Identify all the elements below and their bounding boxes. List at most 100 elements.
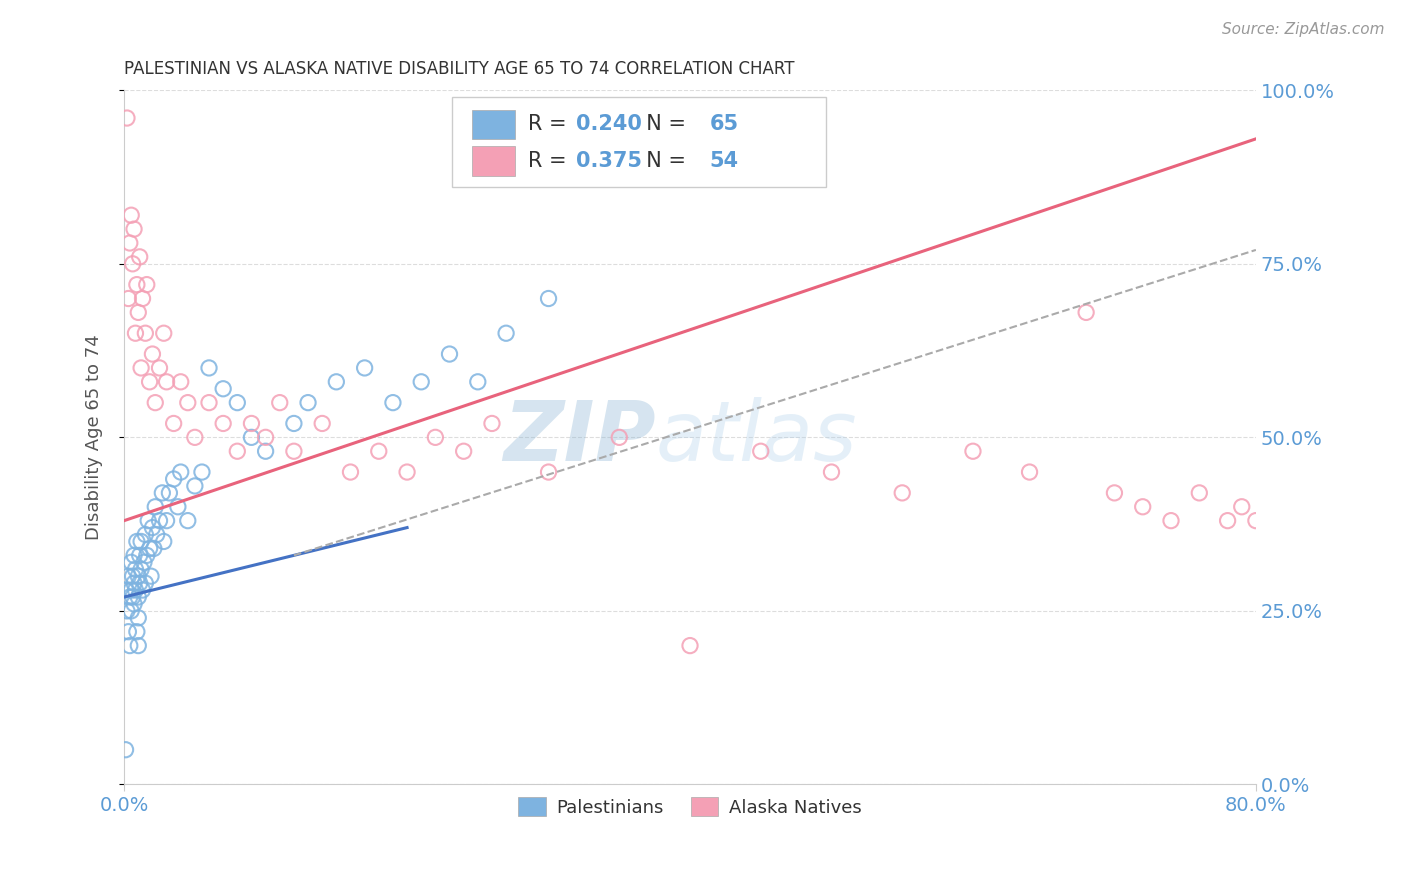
Point [115, 111, 138, 125]
Point [125, 624, 148, 639]
Point [155, 375, 177, 389]
Point [1244, 514, 1267, 528]
Point [122, 549, 145, 563]
Point [481, 417, 503, 431]
Point [254, 430, 277, 444]
Point [1132, 500, 1154, 514]
Point [128, 576, 150, 591]
Text: N =: N = [634, 151, 693, 171]
Point [127, 611, 149, 625]
Point [120, 555, 142, 569]
Point [152, 326, 174, 341]
Point [891, 486, 914, 500]
Point [141, 520, 163, 534]
Point [129, 562, 152, 576]
Point [269, 395, 291, 409]
Point [117, 569, 139, 583]
Point [122, 576, 145, 591]
Point [170, 375, 193, 389]
Point [122, 597, 145, 611]
Point [148, 514, 170, 528]
Point [139, 569, 162, 583]
Point [607, 430, 630, 444]
Point [453, 444, 475, 458]
Point [132, 555, 155, 569]
Point [962, 444, 984, 458]
Point [155, 514, 177, 528]
Point [240, 417, 263, 431]
Point [1230, 500, 1253, 514]
Point [118, 235, 141, 250]
Point [311, 417, 333, 431]
Point [120, 583, 142, 598]
Point [439, 347, 461, 361]
Point [145, 527, 167, 541]
Point [120, 208, 142, 222]
Point [121, 569, 143, 583]
Point [1104, 486, 1126, 500]
Point [115, 604, 138, 618]
Point [114, 583, 136, 598]
Point [117, 624, 139, 639]
Point [127, 590, 149, 604]
Text: 0.375: 0.375 [575, 151, 641, 171]
Point [198, 360, 221, 375]
Point [129, 534, 152, 549]
Legend: Palestinians, Alaska Natives: Palestinians, Alaska Natives [512, 790, 869, 824]
Point [170, 465, 193, 479]
Point [353, 360, 375, 375]
Point [820, 465, 842, 479]
Point [1188, 486, 1211, 500]
Point [134, 576, 156, 591]
Point [128, 250, 150, 264]
Point [1160, 514, 1182, 528]
Point [177, 514, 200, 528]
Text: R =: R = [529, 151, 574, 171]
Point [425, 430, 447, 444]
Point [184, 479, 207, 493]
Text: N =: N = [634, 113, 693, 134]
Point [198, 395, 221, 409]
Point [283, 444, 305, 458]
Point [114, 742, 136, 756]
Point [148, 360, 170, 375]
Point [129, 360, 152, 375]
Point [142, 541, 165, 556]
Point [143, 500, 166, 514]
Y-axis label: Disability Age 65 to 74: Disability Age 65 to 74 [86, 334, 103, 541]
Point [127, 639, 149, 653]
Point [396, 465, 419, 479]
Point [135, 277, 157, 292]
Point [367, 444, 389, 458]
Point [325, 375, 347, 389]
Point [163, 417, 186, 431]
Point [125, 534, 148, 549]
Point [117, 292, 139, 306]
Point [240, 430, 263, 444]
Point [297, 395, 319, 409]
Point [121, 590, 143, 604]
Bar [471, 146, 515, 176]
Text: atlas: atlas [657, 397, 858, 478]
Point [1074, 305, 1097, 319]
Point [143, 395, 166, 409]
Bar [471, 110, 515, 139]
Point [1018, 465, 1040, 479]
Point [138, 541, 160, 556]
Text: ZIP: ZIP [503, 397, 657, 478]
Point [118, 590, 141, 604]
Point [122, 222, 145, 236]
Point [136, 514, 159, 528]
Point [134, 527, 156, 541]
Point [212, 382, 235, 396]
Point [134, 326, 156, 341]
Point [138, 375, 160, 389]
Point [1216, 514, 1239, 528]
Point [124, 562, 146, 576]
Point [537, 465, 560, 479]
Point [167, 500, 190, 514]
Text: 54: 54 [709, 151, 738, 171]
Point [283, 417, 305, 431]
Point [679, 639, 702, 653]
Point [339, 465, 361, 479]
